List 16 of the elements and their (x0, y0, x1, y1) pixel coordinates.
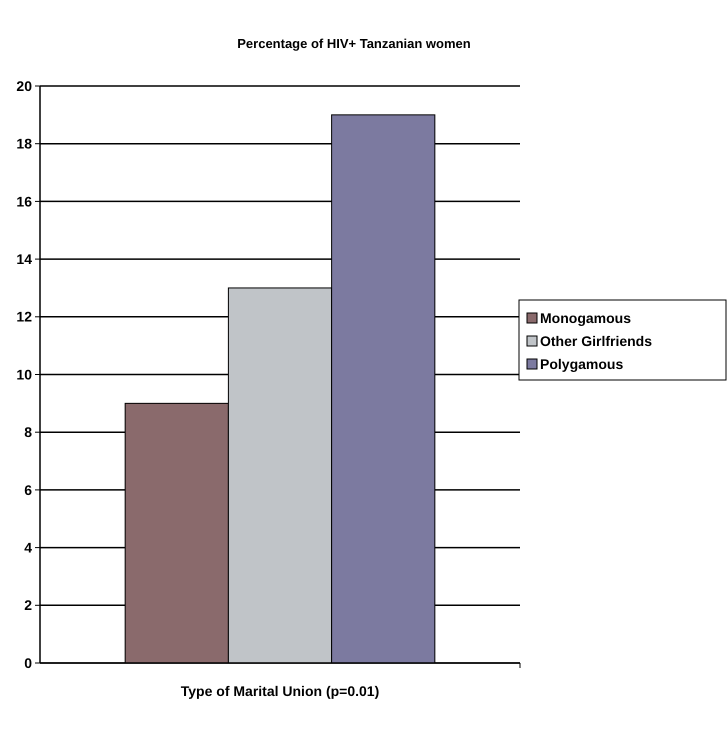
y-tick-label: 0 (24, 654, 32, 671)
legend-label: Monogamous (540, 310, 632, 326)
chart-title: Percentage of HIV+ Tanzanian women (237, 36, 471, 51)
x-axis-title: Type of Marital Union (p=0.01) (180, 683, 380, 699)
y-tick-label: 14 (16, 251, 32, 267)
y-tick-label: 12 (16, 308, 32, 325)
y-tick-label: 2 (24, 597, 32, 614)
y-tick-label: 6 (24, 482, 32, 498)
y-tick-label: 10 (16, 366, 32, 382)
y-tick-label: 16 (16, 193, 32, 210)
legend-label: Other Girlfriends (540, 332, 652, 349)
legend-label: Polygamous (540, 356, 624, 372)
y-tick-label: 8 (24, 424, 32, 440)
y-tick-label: 20 (16, 78, 32, 94)
y-tick-label: 18 (16, 136, 32, 152)
y-tick-label: 4 (24, 540, 32, 556)
